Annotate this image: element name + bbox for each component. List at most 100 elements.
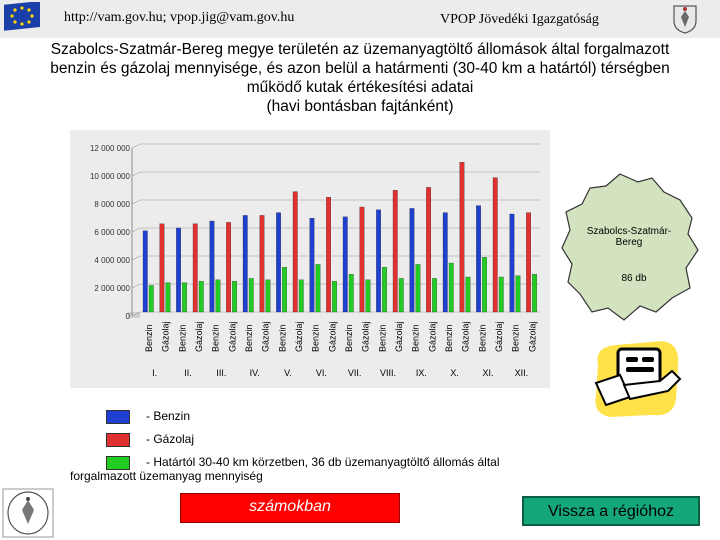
x-sub-label: Benzin [211,324,221,352]
bar [442,212,448,313]
header-url[interactable]: http://vam.gov.hu; vpop.jig@vam.gov.hu [64,10,295,25]
x-sub-label: Gázolaj [361,321,371,352]
x-sub-label: Benzin [177,324,187,352]
bar [182,282,187,313]
legend-border-swatch [106,456,130,470]
x-sub-label: Benzin [277,324,287,352]
bar [432,278,437,313]
grid-line-depth [131,227,141,233]
bar [215,279,221,313]
bar [509,213,515,313]
bar [292,191,298,313]
monthly-fuel-bar-chart: 12 000 000 10 000 000 8 000 000 6 000 000 4 … [70,130,550,388]
back-to-region-button[interactable]: Vissza a régióhoz [522,496,700,526]
x-sub-label: Benzin [477,324,487,352]
x-sub-label: Gázolaj [394,321,404,352]
fuel-document-clipart-icon [594,341,682,417]
bar [248,278,254,313]
title-line-2: benzin és gázolaj mennyisége, és azon be… [50,60,670,77]
bar [165,282,171,313]
bar [482,257,487,313]
x-sub-label: Gázolaj [227,321,237,352]
x-sub-label: Gázolaj [294,321,304,352]
bar [515,275,521,313]
x-month-label: IX. [416,368,427,378]
bar [276,212,281,313]
bar [398,278,404,313]
header-org: VPOP Jövedéki Igazgatóság [440,12,599,27]
x-sub-label: Gázolaj [194,321,204,352]
bar [142,230,148,313]
numbers-button[interactable]: számokban [180,493,400,523]
grid-line-depth [131,283,141,289]
y-tick-label: 4 000 000 [94,256,130,265]
bar [159,223,165,313]
bar [448,262,454,313]
bar [526,212,531,313]
bar [226,222,231,313]
legend-gazolaj-swatch [106,433,130,447]
bar [382,267,387,313]
bar [376,209,381,313]
x-sub-label: Gázolaj [427,321,437,352]
grid-line-depth [131,143,141,149]
bar [332,281,337,313]
bar [459,162,465,313]
eu-flag-icon [4,2,40,31]
y-tick-label: 2 000 000 [94,284,130,293]
title-line-1: Szabolcs-Szatmár-Bereg megye területén a… [50,41,670,58]
x-sub-label: Gázolaj [527,321,537,352]
bar [265,279,271,313]
title-line-4: (havi bontásban fajtánként) [266,98,454,115]
x-sub-label: Gázolaj [161,321,171,352]
x-month-label: II. [184,368,192,378]
bar [415,264,421,313]
bar [498,276,504,313]
bar [348,274,354,313]
grid-line-depth [131,255,141,261]
bar [192,223,198,313]
bar [359,206,365,313]
grid-line-depth [131,199,141,205]
x-month-label: X. [450,368,459,378]
bar [492,177,498,313]
bar [282,267,287,313]
y-tick-label: 10 000 000 [90,172,131,181]
y-tick-label: 8 000 000 [94,200,130,209]
x-month-label: VII. [348,368,362,378]
customs-emblem-icon [673,5,697,34]
y-tick-label: 0 [126,312,131,321]
x-month-label: VI. [316,368,327,378]
y-tick-label: 6 000 000 [94,228,130,237]
x-sub-label: Gázolaj [494,321,504,352]
bar [409,208,415,313]
bar [476,205,481,313]
x-sub-label: Benzin [344,324,354,352]
y-tick-label: 12 000 000 [90,144,131,153]
bar [176,227,181,313]
county-map [561,173,699,321]
legend-border-description: - Határtól 30-40 km körzetben, 36 db üze… [70,455,500,483]
grid-line-depth [131,311,141,317]
bar [392,190,398,313]
bar [532,274,537,313]
bar [198,281,204,313]
x-month-label: XII. [515,368,529,378]
x-sub-label: Benzin [244,324,254,352]
x-month-label: III. [216,368,226,378]
bar [242,215,248,313]
map-station-count: 86 db [621,273,647,284]
legend-benzin-label: - Benzin [146,409,191,423]
map-county-label: Szabolcs-Szatmár-Bereg [586,226,672,248]
bar [298,279,304,313]
x-sub-label: Benzin [411,324,421,352]
organization-seal-icon [2,488,54,538]
x-sub-label: Gázolaj [327,321,337,352]
x-month-label: IV. [250,368,260,378]
legend-gazolaj-label: - Gázolaj [146,432,195,446]
x-month-label: XI. [482,368,493,378]
page-title: Szabolcs-Szatmár-Bereg megye területén a… [10,40,710,116]
x-month-label: V. [284,368,292,378]
bar [148,285,154,313]
bar [365,279,371,313]
